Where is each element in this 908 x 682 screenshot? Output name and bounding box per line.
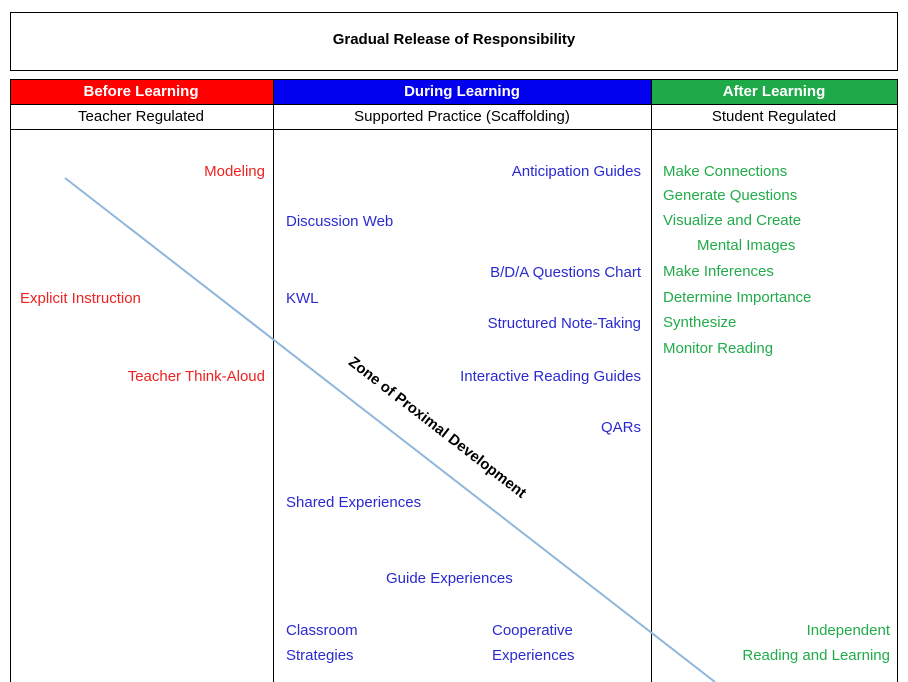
- item: B/D/A Questions Chart: [490, 264, 642, 281]
- item: Reading and Learning: [742, 647, 890, 664]
- item: Mental Images: [697, 237, 795, 254]
- item: Independent: [807, 622, 891, 639]
- item: Anticipation Guides: [512, 163, 641, 180]
- header-cell: [651, 79, 898, 104]
- item: Structured Note-Taking: [488, 315, 641, 332]
- item: Discussion Web: [286, 213, 393, 230]
- title-box: [10, 12, 898, 71]
- zone-line: [64, 177, 716, 682]
- item: QARs: [601, 419, 641, 436]
- item: Visualize and Create: [663, 212, 801, 229]
- item: Experiences: [492, 647, 575, 664]
- item: Make Inferences: [663, 263, 774, 280]
- item: Teacher Think-Aloud: [128, 368, 265, 385]
- item: Cooperative: [492, 622, 573, 639]
- column-subheader: Teacher Regulated: [78, 108, 204, 125]
- item: Explicit Instruction: [20, 290, 141, 307]
- column-subheader: Student Regulated: [712, 108, 836, 125]
- header-cell: [10, 79, 273, 104]
- item: Strategies: [286, 647, 354, 664]
- item: Shared Experiences: [286, 494, 421, 511]
- column-header: Before Learning: [83, 83, 198, 100]
- item: Make Connections: [663, 163, 787, 180]
- column-header: During Learning: [404, 83, 520, 100]
- column-header: After Learning: [723, 83, 826, 100]
- item: KWL: [286, 290, 319, 307]
- title: Gradual Release of Responsibility: [333, 31, 576, 48]
- column-subheader: Supported Practice (Scaffolding): [354, 108, 570, 125]
- item: Interactive Reading Guides: [460, 368, 641, 385]
- item: Determine Importance: [663, 289, 811, 306]
- header-cell: [273, 79, 651, 104]
- item: Guide Experiences: [386, 570, 513, 587]
- item: Monitor Reading: [663, 340, 773, 357]
- item: Synthesize: [663, 314, 736, 331]
- item: Generate Questions: [663, 187, 797, 204]
- item: Classroom: [286, 622, 358, 639]
- item: Modeling: [204, 163, 265, 180]
